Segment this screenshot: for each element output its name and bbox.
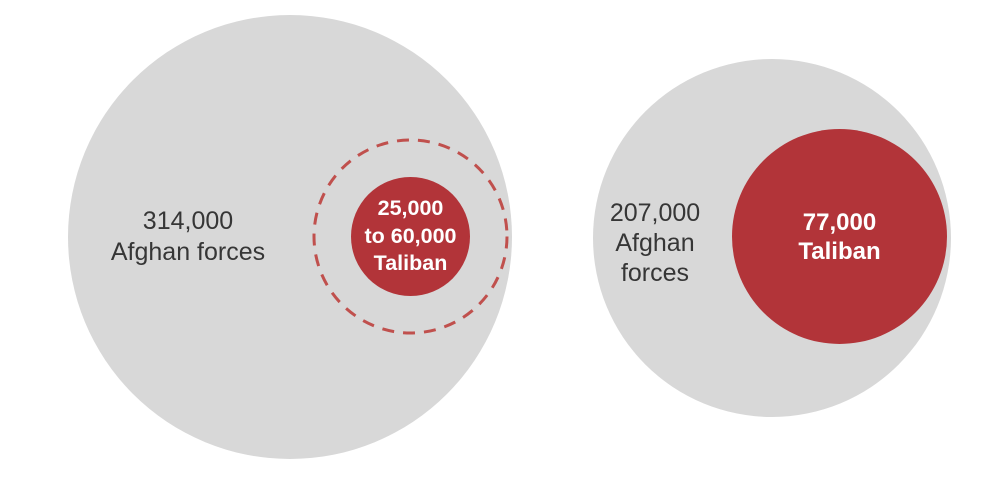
- afghan-value-line: 314,000: [142, 207, 234, 235]
- taliban-value-line: 25,000: [377, 196, 444, 221]
- taliban-circle-right: 77,000 Taliban: [732, 129, 947, 344]
- taliban-name-line: Taliban: [373, 251, 448, 276]
- afghan-forces-label-left: 314,000 Afghan forces: [111, 206, 265, 268]
- afghan-name-line: Afghan forces: [110, 238, 266, 266]
- taliban-uncertainty-ring-icon: [312, 138, 509, 335]
- taliban-circle-left: 25,000 to 60,000 Taliban: [351, 177, 470, 296]
- taliban-name-line: Taliban: [798, 237, 881, 265]
- afghan-name-line: forces: [620, 259, 690, 287]
- afghan-forces-label-right: 207,000 Afghan forces: [610, 198, 700, 288]
- afghan-name-line: Afghan: [615, 229, 695, 257]
- taliban-value-line: 77,000: [802, 208, 877, 236]
- taliban-value-line: to 60,000: [364, 223, 457, 248]
- taliban-label-right: 77,000 Taliban: [798, 208, 880, 266]
- afghan-value-line: 207,000: [609, 199, 701, 227]
- taliban-label-left: 25,000 to 60,000 Taliban: [364, 195, 456, 278]
